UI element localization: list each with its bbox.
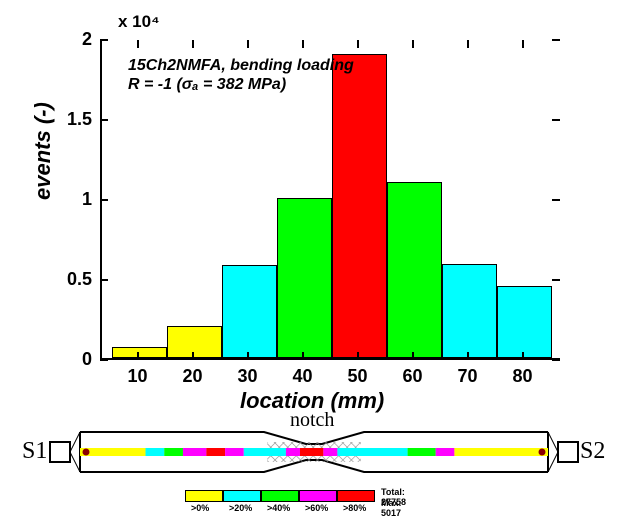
x-tick-top: [137, 40, 139, 48]
y-tick-right: [552, 39, 560, 41]
y-tick-right: [552, 279, 560, 281]
y-tick-right: [552, 359, 560, 361]
legend-swatch: [223, 490, 261, 502]
sensor-right-label: S2: [580, 438, 605, 465]
y-tick-label: 0: [52, 349, 92, 370]
legend-label: >20%: [229, 503, 252, 513]
legend-swatch: [185, 490, 223, 502]
x-tick-top: [522, 40, 524, 48]
x-tick: [137, 352, 139, 360]
bar: [442, 264, 497, 358]
x-tick: [467, 352, 469, 360]
legend-max: Max: 5017: [381, 498, 402, 518]
annotation-line2: R = -1 (σₐ = 382 MPa): [128, 76, 286, 93]
x-tick-top: [247, 40, 249, 48]
y-tick-label: 0.5: [52, 269, 92, 290]
bar: [167, 326, 222, 358]
y-tick-right: [552, 119, 560, 121]
x-tick-label: 60: [398, 366, 428, 387]
legend-label: >60%: [305, 503, 328, 513]
x-tick-top: [357, 40, 359, 48]
x-tick: [522, 352, 524, 360]
specimen-diagram: [20, 426, 608, 478]
legend-label: >0%: [191, 503, 209, 513]
x-tick-label: 10: [123, 366, 153, 387]
legend-label: >80%: [343, 503, 366, 513]
bar: [277, 198, 332, 358]
x-tick-label: 20: [178, 366, 208, 387]
x-tick: [192, 352, 194, 360]
x-tick-top: [467, 40, 469, 48]
bar: [222, 265, 277, 358]
x-tick-label: 70: [453, 366, 483, 387]
legend-swatch: [337, 490, 375, 502]
y-tick-label: 1.5: [52, 109, 92, 130]
x-tick-label: 50: [343, 366, 373, 387]
bar: [332, 54, 387, 358]
y-tick-label: 2: [52, 29, 92, 50]
x-tick-top: [192, 40, 194, 48]
bar: [112, 347, 167, 358]
x-tick-label: 80: [508, 366, 538, 387]
chart-annotation: 15Ch2NMFA, bending loading R = -1 (σₐ = …: [128, 56, 354, 94]
y-tick-right: [552, 199, 560, 201]
figure-root: x 10⁴ 15Ch2NMFA, bending loading R = -1 …: [0, 0, 628, 529]
legend-label: >40%: [267, 503, 290, 513]
y-tick: [100, 279, 108, 281]
annotation-line1: 15Ch2NMFA, bending loading: [128, 57, 354, 74]
legend-swatch: [261, 490, 299, 502]
x-tick-label: 30: [233, 366, 263, 387]
y-tick-label: 1: [52, 189, 92, 210]
y-exponent: x 10⁴: [118, 12, 160, 32]
x-tick-top: [412, 40, 414, 48]
x-tick: [302, 352, 304, 360]
x-tick: [357, 352, 359, 360]
x-tick: [247, 352, 249, 360]
bar: [497, 286, 552, 358]
x-tick: [412, 352, 414, 360]
y-tick: [100, 39, 108, 41]
x-tick-label: 40: [288, 366, 318, 387]
bar: [387, 182, 442, 358]
x-tick-top: [302, 40, 304, 48]
y-tick: [100, 119, 108, 121]
y-tick: [100, 359, 108, 361]
legend-swatch: [299, 490, 337, 502]
y-tick: [100, 199, 108, 201]
sensor-left-label: S1: [22, 438, 47, 465]
